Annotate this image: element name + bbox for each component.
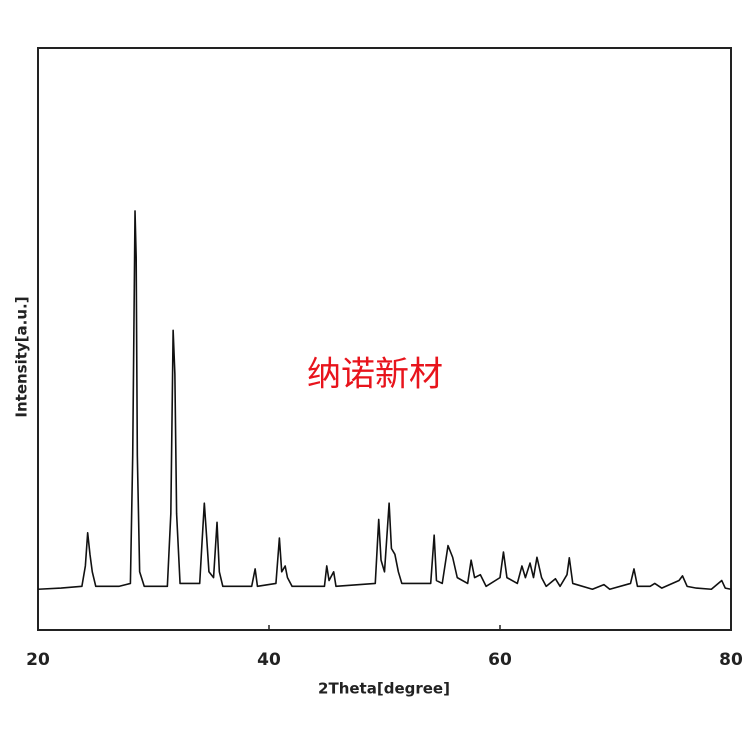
x-tick-label: 60 bbox=[488, 650, 512, 670]
plot-frame bbox=[37, 47, 732, 631]
watermark: 纳诺新材 bbox=[307, 355, 443, 395]
x-tick-label: 40 bbox=[257, 650, 281, 670]
xrd-line bbox=[37, 210, 732, 591]
x-tick-label: 20 bbox=[26, 650, 50, 670]
x-tick-label: 80 bbox=[719, 650, 743, 670]
y-axis-label: Intensity[a.u.] bbox=[13, 296, 31, 417]
x-axis-label: 2Theta[degree] bbox=[318, 680, 450, 698]
